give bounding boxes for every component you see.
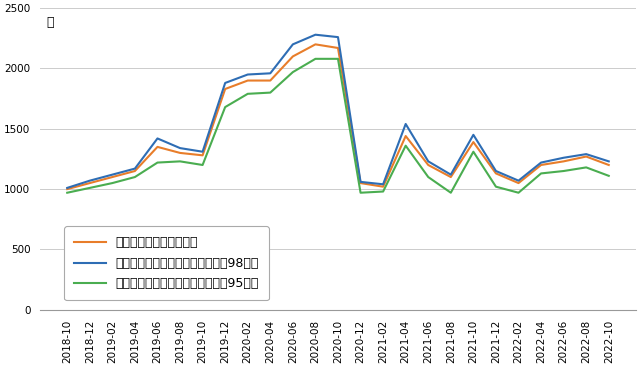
兴仁薏仁米批发价格指数 <box>356 181 364 185</box>
Text: 点: 点 <box>46 16 54 29</box>
兴仁薏仁米一级品批发价格指数（98米） <box>356 180 364 184</box>
兴仁薏仁米批发价格指数 <box>560 159 568 164</box>
兴仁薏仁米批发价格指数 <box>582 155 590 159</box>
兴仁薏仁米二级品批发价格指数（95米） <box>221 105 229 109</box>
兴仁薏仁米二级品批发价格指数（95米） <box>424 175 432 179</box>
兴仁薏仁米批发价格指数 <box>470 140 477 144</box>
兴仁薏仁米批发价格指数 <box>109 175 116 179</box>
兴仁薏仁米一级品批发价格指数（98米） <box>266 71 274 76</box>
兴仁薏仁米一级品批发价格指数（98米） <box>244 72 252 77</box>
兴仁薏仁米批发价格指数 <box>289 54 297 59</box>
兴仁薏仁米批发价格指数 <box>221 87 229 91</box>
兴仁薏仁米批发价格指数 <box>86 181 93 185</box>
兴仁薏仁米批发价格指数 <box>199 153 207 157</box>
兴仁薏仁米二级品批发价格指数（95米） <box>605 174 612 178</box>
兴仁薏仁米一级品批发价格指数（98米） <box>154 136 161 141</box>
兴仁薏仁米一级品批发价格指数（98米） <box>334 35 342 39</box>
兴仁薏仁米二级品批发价格指数（95米） <box>199 163 207 167</box>
Line: 兴仁薏仁米批发价格指数: 兴仁薏仁米批发价格指数 <box>67 44 609 189</box>
兴仁薏仁米一级品批发价格指数（98米） <box>63 186 71 190</box>
兴仁薏仁米批发价格指数 <box>424 163 432 167</box>
兴仁薏仁米二级品批发价格指数（95米） <box>176 159 184 164</box>
兴仁薏仁米一级品批发价格指数（98米） <box>605 159 612 164</box>
兴仁薏仁米二级品批发价格指数（95米） <box>515 190 522 195</box>
兴仁薏仁米一级品批发价格指数（98米） <box>380 182 387 186</box>
兴仁薏仁米一级品批发价格指数（98米） <box>109 172 116 177</box>
兴仁薏仁米二级品批发价格指数（95米） <box>266 90 274 95</box>
兴仁薏仁米二级品批发价格指数（95米） <box>86 186 93 190</box>
兴仁薏仁米二级品批发价格指数（95米） <box>289 70 297 74</box>
兴仁薏仁米二级品批发价格指数（95米） <box>470 149 477 154</box>
兴仁薏仁米一级品批发价格指数（98米） <box>447 172 454 177</box>
兴仁薏仁米二级品批发价格指数（95米） <box>380 189 387 194</box>
兴仁薏仁米一级品批发价格指数（98米） <box>515 178 522 183</box>
兴仁薏仁米二级品批发价格指数（95米） <box>447 190 454 195</box>
Legend: 兴仁薏仁米批发价格指数, 兴仁薏仁米一级品批发价格指数（98米）, 兴仁薏仁米二级品批发价格指数（95米）: 兴仁薏仁米批发价格指数, 兴仁薏仁米一级品批发价格指数（98米）, 兴仁薏仁米二… <box>64 226 269 301</box>
兴仁薏仁米批发价格指数 <box>515 181 522 185</box>
兴仁薏仁米批发价格指数 <box>312 42 319 47</box>
兴仁薏仁米一级品批发价格指数（98米） <box>221 81 229 85</box>
兴仁薏仁米批发价格指数 <box>492 171 500 176</box>
兴仁薏仁米一级品批发价格指数（98米） <box>312 33 319 37</box>
兴仁薏仁米批发价格指数 <box>380 185 387 189</box>
兴仁薏仁米批发价格指数 <box>244 78 252 83</box>
兴仁薏仁米二级品批发价格指数（95米） <box>492 185 500 189</box>
兴仁薏仁米批发价格指数 <box>176 151 184 155</box>
兴仁薏仁米批发价格指数 <box>447 175 454 179</box>
Line: 兴仁薏仁米一级品批发价格指数（98米）: 兴仁薏仁米一级品批发价格指数（98米） <box>67 35 609 188</box>
兴仁薏仁米一级品批发价格指数（98米） <box>470 132 477 137</box>
兴仁薏仁米一级品批发价格指数（98米） <box>582 152 590 156</box>
兴仁薏仁米批发价格指数 <box>266 78 274 83</box>
兴仁薏仁米二级品批发价格指数（95米） <box>109 181 116 185</box>
兴仁薏仁米二级品批发价格指数（95米） <box>244 92 252 96</box>
兴仁薏仁米一级品批发价格指数（98米） <box>131 166 139 171</box>
兴仁薏仁米一级品批发价格指数（98米） <box>86 178 93 183</box>
兴仁薏仁米二级品批发价格指数（95米） <box>582 165 590 170</box>
兴仁薏仁米一级品批发价格指数（98米） <box>492 169 500 173</box>
兴仁薏仁米二级品批发价格指数（95米） <box>537 171 545 176</box>
兴仁薏仁米二级品批发价格指数（95米） <box>560 169 568 173</box>
Line: 兴仁薏仁米二级品批发价格指数（95米）: 兴仁薏仁米二级品批发价格指数（95米） <box>67 59 609 193</box>
兴仁薏仁米批发价格指数 <box>605 163 612 167</box>
兴仁薏仁米批发价格指数 <box>63 187 71 191</box>
兴仁薏仁米一级品批发价格指数（98米） <box>176 146 184 150</box>
兴仁薏仁米二级品批发价格指数（95米） <box>312 57 319 61</box>
兴仁薏仁米二级品批发价格指数（95米） <box>154 160 161 165</box>
兴仁薏仁米一级品批发价格指数（98米） <box>537 160 545 165</box>
兴仁薏仁米一级品批发价格指数（98米） <box>424 159 432 164</box>
兴仁薏仁米二级品批发价格指数（95米） <box>131 175 139 179</box>
兴仁薏仁米二级品批发价格指数（95米） <box>334 57 342 61</box>
兴仁薏仁米一级品批发价格指数（98米） <box>289 42 297 47</box>
兴仁薏仁米批发价格指数 <box>154 145 161 149</box>
兴仁薏仁米批发价格指数 <box>334 46 342 50</box>
兴仁薏仁米批发价格指数 <box>537 163 545 167</box>
兴仁薏仁米二级品批发价格指数（95米） <box>356 190 364 195</box>
兴仁薏仁米批发价格指数 <box>131 169 139 173</box>
兴仁薏仁米批发价格指数 <box>402 134 410 138</box>
兴仁薏仁米一级品批发价格指数（98米） <box>402 122 410 126</box>
兴仁薏仁米二级品批发价格指数（95米） <box>63 190 71 195</box>
兴仁薏仁米二级品批发价格指数（95米） <box>402 143 410 148</box>
兴仁薏仁米一级品批发价格指数（98米） <box>199 149 207 154</box>
兴仁薏仁米一级品批发价格指数（98米） <box>560 156 568 160</box>
